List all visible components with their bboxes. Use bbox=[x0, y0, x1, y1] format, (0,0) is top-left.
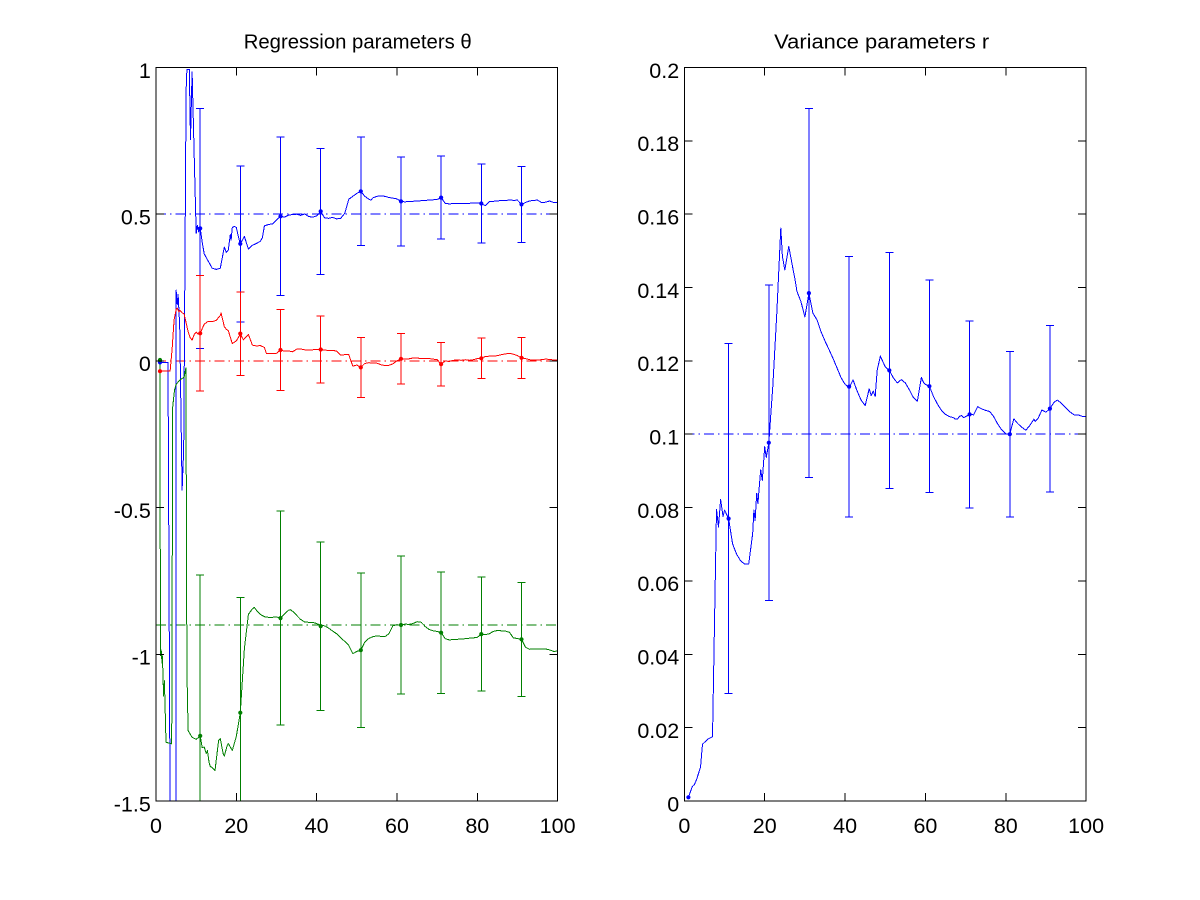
svg-text:0.02: 0.02 bbox=[637, 719, 679, 743]
svg-text:0.16: 0.16 bbox=[637, 206, 679, 230]
svg-text:40: 40 bbox=[833, 814, 857, 838]
svg-text:0.14: 0.14 bbox=[637, 279, 679, 303]
svg-text:0.2: 0.2 bbox=[649, 59, 679, 83]
svg-text:-1.5: -1.5 bbox=[114, 792, 151, 816]
svg-text:1: 1 bbox=[139, 59, 151, 83]
svg-text:100: 100 bbox=[540, 814, 576, 838]
svg-text:80: 80 bbox=[465, 814, 489, 838]
svg-text:0: 0 bbox=[150, 814, 162, 838]
svg-text:0.18: 0.18 bbox=[637, 132, 679, 156]
svg-text:20: 20 bbox=[753, 814, 777, 838]
svg-text:20: 20 bbox=[224, 814, 248, 838]
svg-text:0.1: 0.1 bbox=[649, 426, 679, 450]
svg-text:0.08: 0.08 bbox=[637, 499, 679, 523]
svg-text:0.04: 0.04 bbox=[637, 646, 679, 670]
svg-text:0.5: 0.5 bbox=[121, 206, 151, 230]
svg-text:Variance parameters r: Variance parameters r bbox=[774, 31, 989, 54]
svg-text:100: 100 bbox=[1068, 814, 1104, 838]
svg-text:-1: -1 bbox=[132, 646, 151, 670]
svg-text:60: 60 bbox=[385, 814, 409, 838]
svg-text:0.06: 0.06 bbox=[637, 572, 679, 596]
svg-text:-0.5: -0.5 bbox=[114, 499, 151, 523]
svg-text:0: 0 bbox=[667, 792, 679, 816]
svg-text:60: 60 bbox=[913, 814, 937, 838]
svg-text:80: 80 bbox=[994, 814, 1018, 838]
svg-text:0: 0 bbox=[139, 352, 151, 376]
svg-text:0.12: 0.12 bbox=[637, 352, 679, 376]
svg-text:40: 40 bbox=[305, 814, 329, 838]
svg-text:0: 0 bbox=[678, 814, 690, 838]
svg-text:Regression parameters θ: Regression parameters θ bbox=[244, 31, 472, 54]
